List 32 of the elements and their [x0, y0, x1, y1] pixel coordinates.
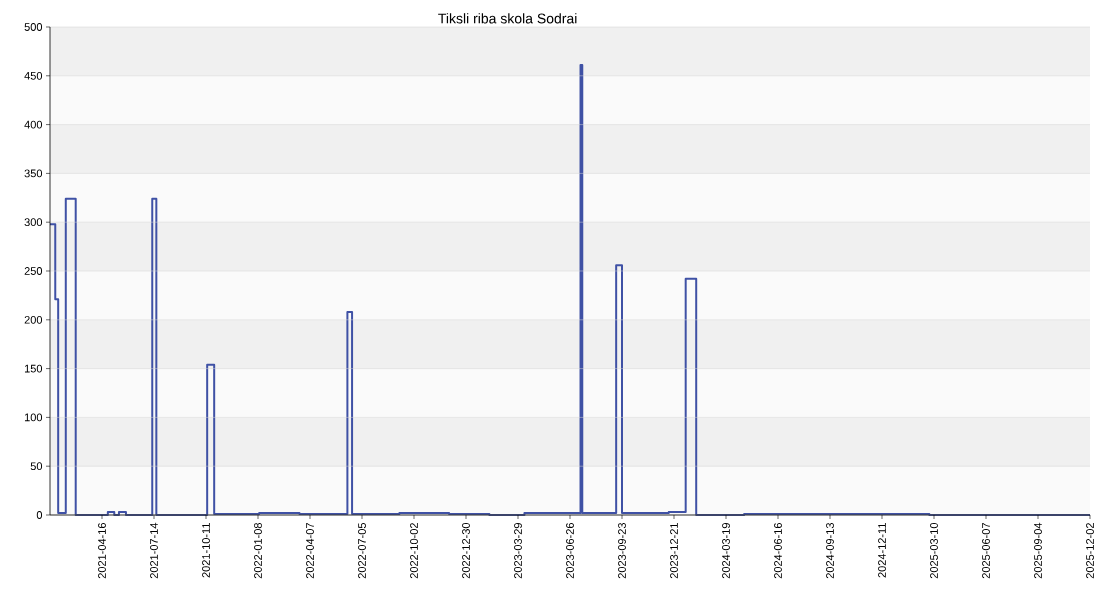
x-tick-label: 2024-09-13 — [826, 523, 834, 579]
x-tick-label: 2025-09-04 — [1034, 522, 1042, 579]
x-tick-label: 2024-12-11 — [878, 523, 886, 578]
y-tick-label: 500 — [24, 23, 43, 31]
x-tick-label: 2023-03-29 — [514, 523, 522, 579]
x-tick-label: 2025-06-07 — [982, 523, 990, 579]
y-tick-label: 250 — [24, 267, 43, 275]
y-tick-label: 150 — [24, 364, 43, 373]
x-tick-label: 2024-03-19 — [722, 523, 730, 579]
x-tick-label: 2023-12-21 — [670, 523, 678, 579]
x-tick-label: 2022-10-02 — [410, 523, 418, 579]
y-tick-label: 50 — [30, 462, 43, 471]
y-tick-label: 100 — [24, 413, 43, 422]
x-tick-label: 2025-12-02 — [1086, 523, 1094, 579]
x-tick-label: 2021-10-11 — [202, 523, 210, 578]
x-tick-label: 2021-07-14 — [150, 522, 158, 579]
x-tick-label: 2023-06-26 — [566, 523, 574, 579]
x-tick-label: 2022-04-07 — [306, 523, 314, 579]
x-tick-label: 2024-06-16 — [774, 523, 782, 579]
y-tick-label: 400 — [24, 120, 43, 129]
x-tick-label: 2022-01-08 — [254, 523, 262, 579]
x-tick-label: 2025-03-10 — [930, 522, 938, 579]
y-tick-label: 200 — [24, 315, 43, 324]
y-tick-label: 0 — [36, 511, 43, 519]
y-tick-label: 450 — [24, 71, 43, 80]
y-tick-label: 350 — [24, 169, 43, 178]
chart-title: Tiksli riba skola Sodrai — [438, 13, 577, 24]
x-tick-label: 2022-07-05 — [358, 522, 366, 579]
x-tick-label: 2022-12-30 — [462, 522, 470, 579]
x-tick-label: 2023-09-23 — [618, 523, 626, 579]
x-tick-label: 2021-04-16 — [98, 523, 106, 579]
y-tick-label: 300 — [24, 218, 43, 227]
